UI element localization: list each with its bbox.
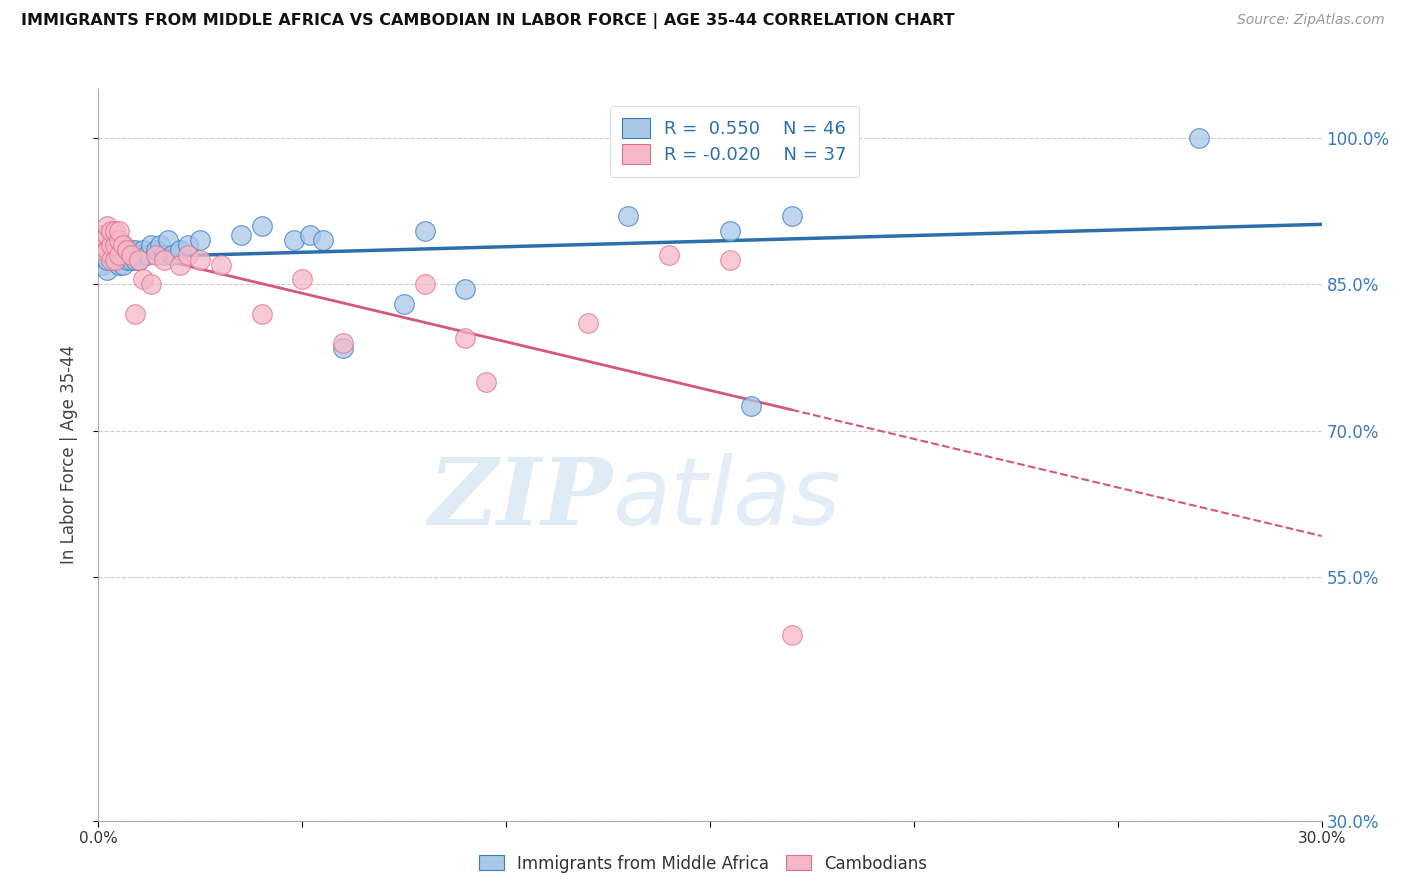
Point [108,233,131,247]
Point [111,238,134,252]
Point [120,243,142,257]
Point [120,248,142,262]
Point [160,248,183,262]
Legend: Immigrants from Middle Africa, Cambodians: Immigrants from Middle Africa, Cambodian… [472,848,934,880]
Point [188,233,212,247]
Point [299,228,322,243]
Point [177,248,200,262]
Point [740,399,762,413]
Point [111,238,134,252]
Point [91,243,114,257]
Point [1188,131,1211,145]
Point [100,224,122,238]
Text: IMMIGRANTS FROM MIDDLE AFRICA VS CAMBODIAN IN LABOR FORCE | AGE 35-44 CORRELATIO: IMMIGRANTS FROM MIDDLE AFRICA VS CAMBODI… [21,13,955,29]
Point [474,375,498,389]
Point [91,248,114,262]
Point [658,248,681,262]
Point [91,258,114,272]
Point [100,252,122,267]
Point [291,272,314,286]
Point [780,209,803,223]
Point [115,243,138,257]
Point [96,243,118,257]
Point [132,272,155,286]
Point [124,252,146,267]
Point [115,243,138,257]
Point [145,243,167,257]
Point [149,238,172,252]
Point [128,252,150,267]
Point [96,228,118,243]
Point [780,628,803,642]
Point [392,297,416,311]
Point [108,248,131,262]
Point [188,252,212,267]
Point [115,252,138,267]
Point [100,238,122,252]
Point [231,228,253,243]
Point [96,252,118,267]
Point [111,248,134,262]
Text: ZIP: ZIP [427,454,612,544]
Point [177,238,200,252]
Point [169,243,191,257]
Point [332,335,354,350]
Point [250,219,273,233]
Point [332,341,354,355]
Point [104,252,127,267]
Point [312,233,335,247]
Point [104,224,127,238]
Point [96,219,118,233]
Text: Source: ZipAtlas.com: Source: ZipAtlas.com [1237,13,1385,28]
Point [152,248,174,262]
Point [124,243,146,257]
Point [454,331,477,345]
Point [141,277,163,292]
Point [250,306,273,320]
Legend: R =  0.550    N = 46, R = -0.020    N = 37: R = 0.550 N = 46, R = -0.020 N = 37 [610,105,859,177]
Point [91,228,114,243]
Text: atlas: atlas [612,453,841,544]
Point [141,238,163,252]
Point [209,258,232,272]
Point [576,316,599,330]
Point [104,252,127,267]
Point [413,224,436,238]
Point [124,306,146,320]
Point [104,238,127,252]
Point [156,233,179,247]
Point [720,224,742,238]
Point [413,277,436,292]
Point [111,258,134,272]
Point [128,248,150,262]
Point [617,209,640,223]
Point [152,252,174,267]
Point [108,248,131,262]
Point [454,282,477,296]
Point [283,233,305,247]
Point [720,252,742,267]
Point [100,248,122,262]
Point [136,248,159,262]
Point [120,252,142,267]
Point [128,252,150,267]
Point [96,262,118,277]
Point [104,243,127,257]
Y-axis label: In Labor Force | Age 35-44: In Labor Force | Age 35-44 [59,345,77,565]
Point [108,258,131,272]
Point [145,248,167,262]
Point [132,243,155,257]
Point [169,258,191,272]
Point [108,224,131,238]
Point [100,233,122,247]
